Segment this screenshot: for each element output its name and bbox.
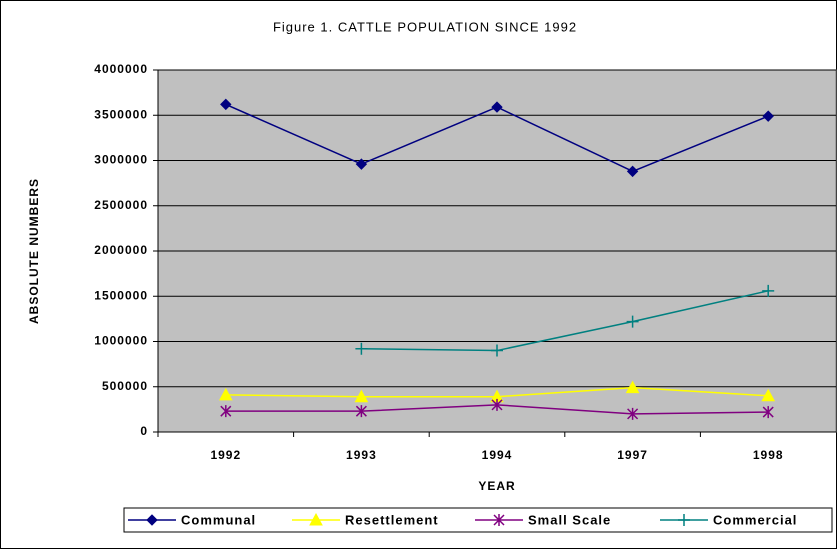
- x-tick-label: 1998: [753, 448, 784, 462]
- x-tick-label: 1997: [617, 448, 648, 462]
- x-axis-label: YEAR: [478, 479, 515, 493]
- marker: [146, 514, 158, 526]
- marker: [491, 344, 503, 357]
- marker: [627, 407, 639, 420]
- x-tick-label: 1994: [482, 448, 513, 462]
- marker: [626, 315, 639, 328]
- y-tick-label: 1000000: [94, 334, 148, 348]
- chart-title: Figure 1. CATTLE POPULATION SINCE 1992: [273, 19, 577, 34]
- marker: [218, 387, 233, 401]
- y-tick-label: 1500000: [94, 288, 148, 302]
- x-tick-label: 1993: [346, 448, 377, 462]
- marker: [355, 342, 368, 355]
- y-tick-label: 3500000: [94, 107, 148, 121]
- legend-label: Communal: [181, 512, 256, 527]
- marker: [761, 388, 776, 402]
- x-tick-label: 1992: [210, 448, 241, 462]
- y-tick-label: 3000000: [94, 153, 148, 167]
- marker: [220, 98, 232, 111]
- y-tick-label: 500000: [102, 379, 148, 393]
- y-tick-label: 2500000: [94, 198, 148, 212]
- y-tick-label: 4000000: [94, 62, 148, 76]
- marker: [625, 380, 640, 394]
- y-tick-label: 2000000: [94, 243, 148, 257]
- legend-label: Resettlement: [345, 512, 439, 527]
- marker: [678, 514, 690, 526]
- marker: [309, 512, 323, 526]
- marker: [355, 405, 367, 418]
- marker: [491, 101, 503, 113]
- y-tick-label: 0: [140, 424, 148, 438]
- marker: [355, 158, 368, 170]
- marker: [762, 284, 775, 297]
- legend-box: [123, 507, 833, 533]
- marker: [762, 406, 774, 419]
- legend-label: Small Scale: [528, 512, 611, 527]
- marker: [762, 110, 774, 122]
- legend-label: Commercial: [713, 512, 797, 527]
- marker: [493, 514, 505, 526]
- y-axis-label: ABSOLUTE NUMBERS: [27, 178, 41, 324]
- marker: [220, 405, 232, 418]
- marker: [491, 398, 503, 411]
- series-line: [361, 290, 769, 352]
- marker: [354, 389, 369, 403]
- marker: [626, 165, 639, 178]
